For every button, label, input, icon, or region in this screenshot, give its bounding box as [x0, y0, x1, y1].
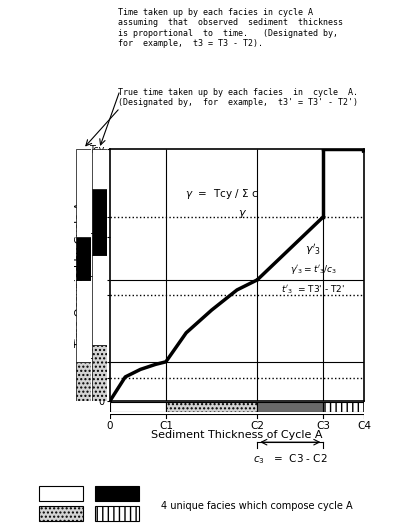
Text: C3: C3	[316, 421, 330, 431]
Bar	[166, 402, 257, 412]
Bar	[76, 237, 91, 280]
Bar	[76, 149, 91, 237]
Bar	[95, 486, 139, 501]
Bar	[39, 486, 83, 501]
Text: C2: C2	[250, 421, 264, 431]
Bar	[76, 280, 91, 362]
Text: Sediment Thickness of Cycle A: Sediment Thickness of Cycle A	[151, 430, 323, 440]
Bar	[257, 402, 323, 412]
Bar	[92, 149, 107, 189]
Text: $\gamma'_3 = t'_3 / c_3$: $\gamma'_3 = t'_3 / c_3$	[290, 263, 337, 276]
Bar	[92, 346, 107, 401]
Text: $\gamma'_3$: $\gamma'_3$	[305, 242, 321, 257]
Bar	[76, 362, 91, 401]
Text: C1: C1	[159, 421, 173, 431]
Text: $\gamma$  =  Tcy / $\Sigma$ c: $\gamma$ = Tcy / $\Sigma$ c	[185, 187, 258, 201]
Bar	[323, 402, 364, 412]
Text: Time taken up by each facies in cycle A
assuming  that  observed  sediment  thic: Time taken up by each facies in cycle A …	[118, 8, 343, 48]
Text: $\gamma$: $\gamma$	[238, 208, 247, 220]
Bar	[110, 402, 166, 412]
Bar	[92, 189, 107, 255]
Text: C4: C4	[357, 421, 371, 431]
Text: 0: 0	[107, 421, 113, 431]
Bar	[92, 255, 107, 346]
Text: 4 unique facies which compose cycle A: 4 unique facies which compose cycle A	[161, 501, 353, 511]
Bar	[95, 506, 139, 521]
Text: True time taken up by each facies  in  cycle  A.
(Designated by,  for  example, : True time taken up by each facies in cyc…	[118, 88, 358, 107]
Text: $t'_3$  = T3' - T2': $t'_3$ = T3' - T2'	[281, 284, 345, 296]
Y-axis label: Time Occupied by Cycle A: Time Occupied by Cycle A	[75, 202, 85, 347]
Text: $c_3$   =  C3 - C2: $c_3$ = C3 - C2	[253, 452, 328, 466]
Bar	[39, 506, 83, 521]
